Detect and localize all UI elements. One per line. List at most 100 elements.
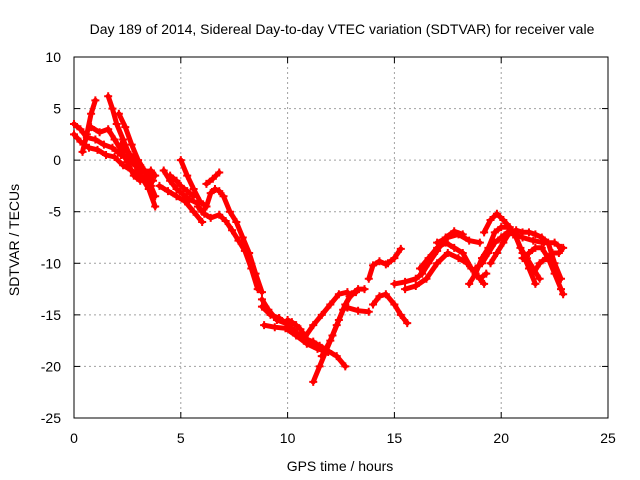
data-point xyxy=(260,321,269,330)
grid xyxy=(74,57,608,418)
data-point xyxy=(499,238,508,247)
data-point xyxy=(375,257,384,266)
data-point xyxy=(202,179,211,188)
data-point xyxy=(524,248,533,257)
data-point xyxy=(559,290,568,299)
data-point xyxy=(354,306,363,315)
data-point xyxy=(529,236,538,245)
data-point xyxy=(219,192,228,201)
data-point xyxy=(270,323,279,332)
data-point xyxy=(202,202,211,211)
data-point xyxy=(234,236,243,245)
data-point xyxy=(151,192,160,201)
x-tick-label: 20 xyxy=(493,430,509,446)
data-point xyxy=(155,181,164,190)
data-point xyxy=(396,310,405,319)
data-point xyxy=(345,292,354,301)
series-line-arc-21 xyxy=(319,289,359,359)
data-point xyxy=(296,325,305,334)
x-tick-label: 10 xyxy=(280,430,296,446)
data-point xyxy=(443,248,452,257)
data-point xyxy=(146,166,155,175)
chart-title: Day 189 of 2014, Sidereal Day-to-day VTE… xyxy=(90,21,595,37)
data-point xyxy=(215,187,224,196)
data-point xyxy=(123,147,132,156)
data-point xyxy=(390,254,399,263)
data-point xyxy=(480,279,489,288)
data-point xyxy=(183,187,192,196)
data-point xyxy=(339,305,348,314)
data-point xyxy=(104,92,113,101)
data-point xyxy=(87,123,96,132)
data-point xyxy=(332,321,341,330)
data-point xyxy=(140,168,149,177)
data-point xyxy=(206,189,215,198)
data-point xyxy=(416,264,425,273)
data-point xyxy=(482,269,491,278)
data-point xyxy=(315,362,324,371)
data-point xyxy=(266,310,275,319)
data-point xyxy=(343,288,352,297)
data-point xyxy=(554,248,563,257)
data-point xyxy=(537,243,546,252)
data-point xyxy=(185,195,194,204)
data-point xyxy=(369,300,378,309)
data-point xyxy=(341,362,350,371)
data-point xyxy=(492,209,501,218)
data-point xyxy=(163,187,172,196)
data-point xyxy=(87,109,96,118)
data-point xyxy=(537,233,546,242)
data-point xyxy=(172,185,181,194)
data-point xyxy=(110,153,119,162)
data-point xyxy=(95,128,104,137)
data-point xyxy=(70,130,78,139)
data-point xyxy=(317,352,326,361)
data-point xyxy=(257,302,266,311)
y-tick-label: -10 xyxy=(41,255,61,271)
data-point xyxy=(104,125,113,134)
data-point xyxy=(369,261,378,270)
data-point xyxy=(189,207,198,216)
data-point xyxy=(465,279,474,288)
data-point xyxy=(146,181,155,190)
data-point xyxy=(91,135,100,144)
data-point xyxy=(253,285,262,294)
data-point xyxy=(82,130,91,139)
data-point xyxy=(396,244,405,253)
data-point xyxy=(183,171,192,180)
data-point xyxy=(257,295,266,304)
data-point xyxy=(292,331,301,340)
data-point xyxy=(465,236,474,245)
data-point xyxy=(360,285,369,294)
data-point xyxy=(326,336,335,345)
data-point xyxy=(480,228,489,237)
data-point xyxy=(232,218,241,227)
data-point xyxy=(317,310,326,319)
series-line-arc-13 xyxy=(195,204,261,292)
data-point xyxy=(275,313,284,322)
data-point xyxy=(535,259,544,268)
data-point xyxy=(418,269,427,278)
data-point xyxy=(110,135,119,144)
data-point xyxy=(108,143,117,152)
data-point xyxy=(512,233,521,242)
series-line-arc-19 xyxy=(310,286,367,385)
data-point xyxy=(486,259,495,268)
data-point xyxy=(475,274,484,283)
data-point xyxy=(112,120,121,129)
data-point xyxy=(93,145,102,154)
x-axis-label: GPS time / hours xyxy=(287,458,394,474)
data-point xyxy=(70,120,78,129)
data-point xyxy=(477,259,486,268)
data-point xyxy=(151,171,160,180)
x-axis: 0 5 10 15 20 25 xyxy=(70,57,616,446)
data-point xyxy=(247,264,256,273)
y-tick-label: -20 xyxy=(41,358,61,374)
data-point xyxy=(424,254,433,263)
data-point xyxy=(119,135,128,144)
y-axis-label: SDTVAR / TECUs xyxy=(6,184,22,296)
x-tick-label: 0 xyxy=(70,430,78,446)
x-tick-label: 15 xyxy=(387,430,403,446)
data-point xyxy=(292,321,301,330)
data-point xyxy=(172,192,181,201)
